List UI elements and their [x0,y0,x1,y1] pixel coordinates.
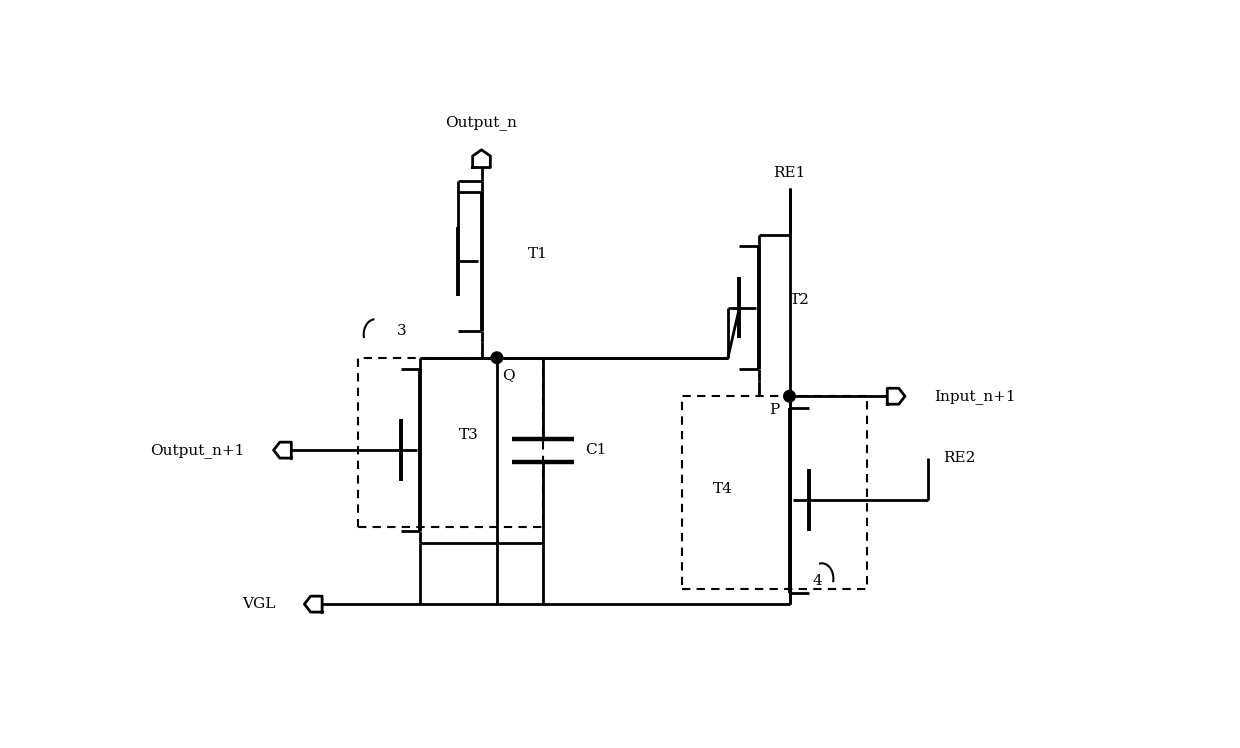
Polygon shape [304,596,322,612]
Polygon shape [274,442,291,458]
Circle shape [491,352,502,364]
Text: T4: T4 [713,482,733,496]
Text: Q: Q [502,368,515,381]
Text: 3: 3 [397,324,407,338]
Text: RE2: RE2 [944,451,976,465]
Text: T2: T2 [790,293,810,307]
Bar [682,396,867,589]
Text: T1: T1 [528,247,548,261]
Text: Output_n+1: Output_n+1 [150,443,244,458]
Polygon shape [888,388,905,404]
Text: C1: C1 [585,443,606,457]
Text: VGL: VGL [242,597,275,611]
Text: 4: 4 [812,574,822,588]
Polygon shape [472,150,490,168]
Circle shape [784,390,795,402]
Text: RE1: RE1 [774,166,806,180]
Bar [358,358,543,527]
Text: Output_n: Output_n [445,115,517,130]
Text: P: P [769,403,779,417]
Text: T3: T3 [459,428,479,442]
Text: Input_n+1: Input_n+1 [934,389,1016,404]
